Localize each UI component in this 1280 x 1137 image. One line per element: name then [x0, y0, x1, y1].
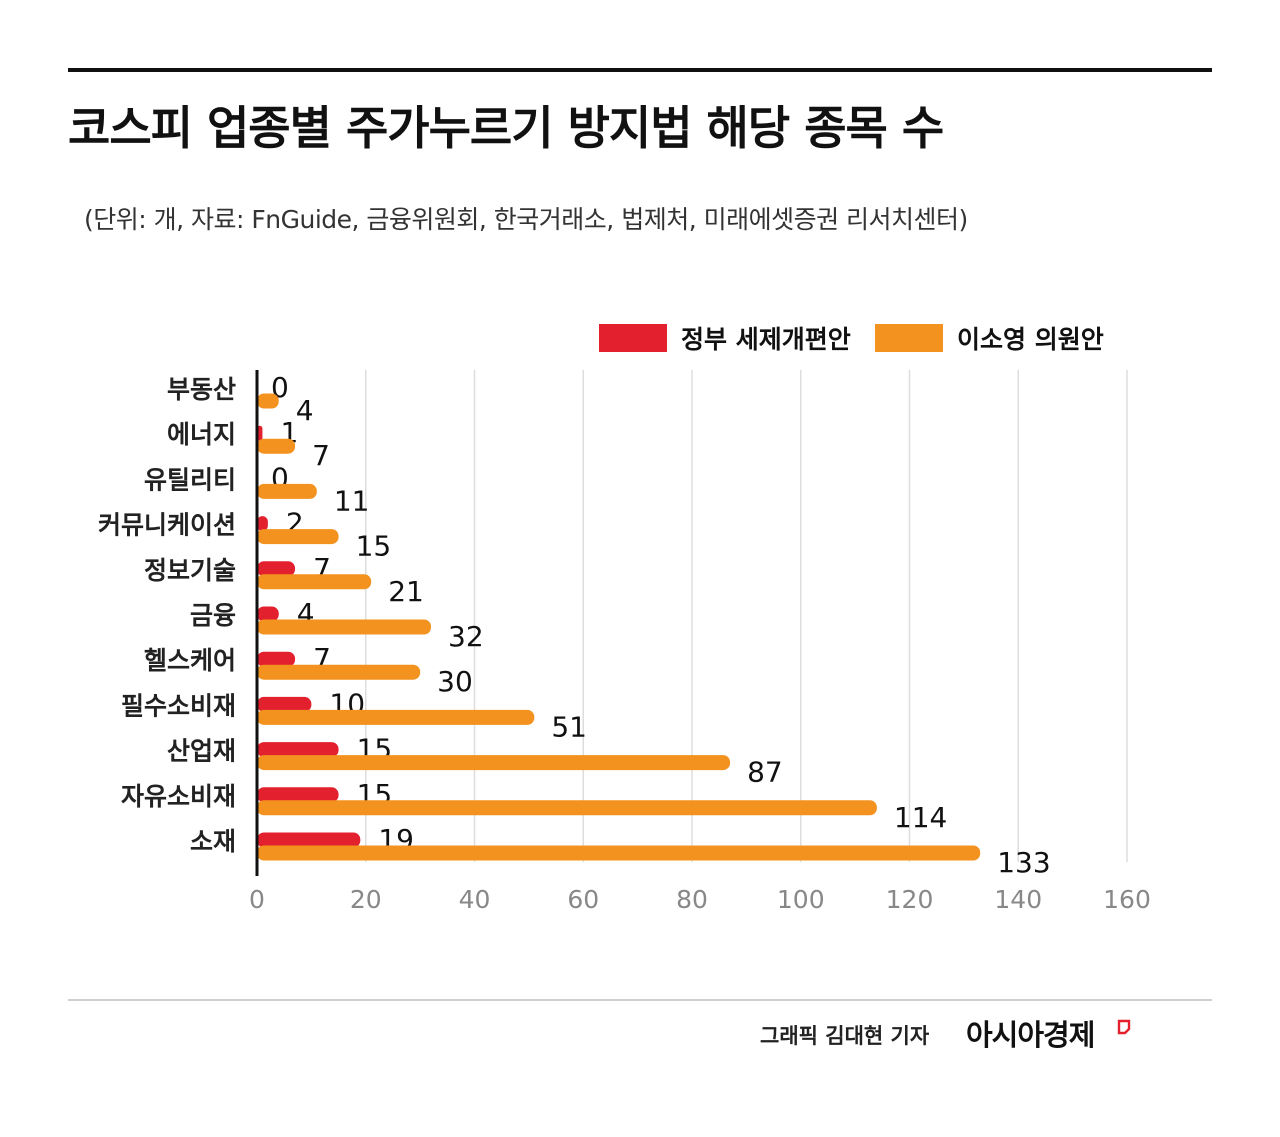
x-tick-label: 140 — [994, 885, 1042, 914]
bottom-rule — [68, 999, 1212, 1001]
category-label: 금융 — [190, 601, 236, 630]
data-label-lee: 51 — [551, 710, 587, 743]
data-label-lee: 15 — [356, 530, 392, 563]
category-label: 소재 — [190, 827, 236, 856]
brand-logo-text: 아시아경제 — [966, 1018, 1095, 1052]
bar-lee — [257, 529, 339, 545]
x-tick-label: 0 — [249, 885, 265, 914]
category-label: 필수소비재 — [121, 691, 236, 720]
bar-lee — [257, 393, 279, 409]
x-tick-label: 40 — [459, 885, 491, 914]
category-label: 자유소비재 — [121, 782, 236, 811]
legend-item-lee: 이소영 의원안 — [875, 322, 1104, 354]
x-tick-label: 60 — [567, 885, 599, 914]
data-label-lee: 114 — [894, 801, 947, 834]
bar-lee — [257, 755, 731, 771]
legend-item-gov: 정부 세제개편안 — [599, 322, 851, 354]
bar-lee — [257, 619, 431, 635]
chart-subtitle: (단위: 개, 자료: FnGuide, 금융위원회, 한국거래소, 법제처, … — [84, 205, 968, 234]
bar-gov — [257, 696, 312, 712]
x-tick-label: 100 — [777, 885, 825, 914]
bar-gov — [257, 516, 268, 532]
legend-label-gov: 정부 세제개편안 — [681, 325, 851, 354]
bar-lee — [257, 845, 981, 861]
legend-swatch-lee — [875, 324, 943, 352]
data-label-lee: 30 — [437, 665, 473, 698]
brand-mark-icon — [1117, 1019, 1131, 1035]
graphic-credit: 그래픽 김대현 기자 — [760, 1024, 930, 1048]
legend-swatch-gov — [599, 324, 667, 352]
legend-label-lee: 이소영 의원안 — [957, 325, 1104, 354]
data-label-lee: 11 — [334, 484, 370, 517]
bar-lee — [257, 574, 372, 590]
bar-gov — [257, 742, 339, 758]
category-label: 헬스케어 — [144, 646, 236, 675]
data-label-lee: 4 — [296, 394, 314, 427]
bar-lee — [257, 438, 296, 454]
x-tick-label: 120 — [886, 885, 934, 914]
bar-gov — [257, 606, 279, 622]
category-label: 커뮤니케이션 — [98, 511, 236, 540]
chart-title: 코스피 업종별 주가누르기 방지법 해당 종목 수 — [68, 101, 944, 155]
bar-lee — [257, 483, 317, 499]
bar-lee — [257, 664, 421, 680]
x-tick-label: 20 — [350, 885, 382, 914]
category-label: 에너지 — [167, 420, 236, 449]
data-label-lee: 87 — [747, 756, 783, 789]
data-label-lee: 133 — [997, 846, 1050, 879]
x-tick-label: 80 — [676, 885, 708, 914]
category-label: 산업재 — [167, 737, 236, 766]
category-label: 정보기술 — [144, 556, 236, 585]
data-label-lee: 21 — [388, 575, 424, 608]
bar-gov — [257, 787, 339, 803]
bar-gov — [257, 832, 361, 848]
data-label-lee: 32 — [448, 620, 484, 653]
category-label: 부동산 — [167, 375, 236, 404]
x-tick-label: 160 — [1103, 885, 1151, 914]
bar-gov — [257, 651, 296, 667]
category-label: 유틸리티 — [144, 465, 236, 494]
bar-lee — [257, 709, 535, 725]
data-label-lee: 7 — [312, 439, 330, 472]
bar-gov — [257, 561, 296, 577]
top-rule — [68, 68, 1212, 72]
bar-lee — [257, 800, 877, 816]
